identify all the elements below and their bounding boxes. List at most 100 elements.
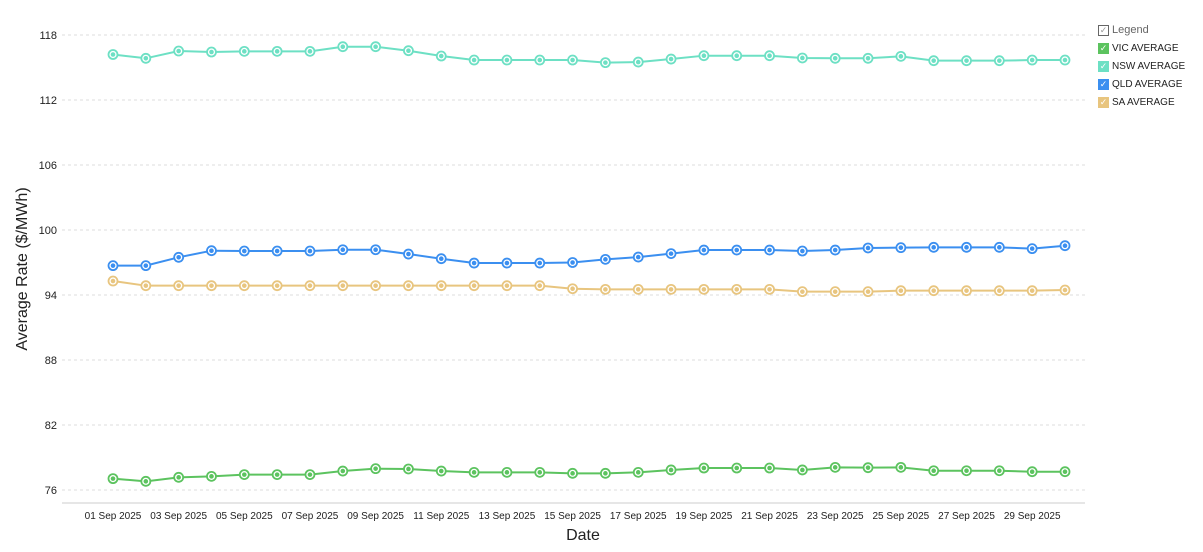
data-point[interactable] (829, 244, 841, 256)
data-point[interactable] (993, 285, 1005, 297)
data-point[interactable] (206, 280, 217, 292)
data-point[interactable] (501, 54, 513, 66)
data-point[interactable] (993, 241, 1005, 253)
data-point[interactable] (698, 244, 710, 256)
data-point[interactable] (862, 52, 874, 64)
data-point[interactable] (107, 473, 119, 485)
data-point[interactable] (1026, 466, 1038, 478)
data-point[interactable] (107, 49, 119, 60)
data-point[interactable] (632, 466, 644, 478)
data-point[interactable] (271, 45, 283, 57)
data-point[interactable] (534, 280, 546, 292)
data-point[interactable] (928, 55, 940, 67)
data-point[interactable] (173, 251, 185, 263)
data-point[interactable] (764, 283, 775, 295)
data-point[interactable] (435, 50, 447, 62)
data-point[interactable] (337, 41, 349, 53)
data-point[interactable] (632, 251, 644, 263)
data-point[interactable] (600, 57, 611, 69)
data-point[interactable] (665, 248, 677, 260)
data-point[interactable] (238, 469, 250, 481)
data-point[interactable] (928, 241, 940, 253)
data-point[interactable] (206, 245, 217, 257)
data-point[interactable] (468, 257, 480, 269)
data-point[interactable] (961, 241, 972, 253)
data-point[interactable] (435, 280, 447, 292)
data-point[interactable] (895, 50, 907, 62)
data-point[interactable] (731, 244, 743, 256)
data-point[interactable] (337, 280, 349, 292)
data-point[interactable] (632, 56, 644, 68)
data-point[interactable] (468, 466, 480, 478)
data-point[interactable] (1026, 285, 1038, 297)
checkbox-icon[interactable]: ✓ (1098, 96, 1109, 108)
data-point[interactable] (304, 245, 316, 257)
data-point[interactable] (468, 54, 480, 66)
data-point[interactable] (1026, 243, 1038, 255)
data-point[interactable] (534, 54, 546, 66)
data-point[interactable] (961, 285, 972, 297)
data-point[interactable] (895, 285, 907, 297)
data-point[interactable] (567, 257, 578, 268)
data-point[interactable] (961, 55, 972, 67)
data-point[interactable] (271, 469, 283, 481)
data-point[interactable] (501, 257, 513, 269)
data-point[interactable] (403, 248, 414, 260)
data-point[interactable] (238, 245, 250, 257)
data-point[interactable] (731, 50, 743, 62)
data-point[interactable] (698, 50, 710, 62)
legend-item[interactable]: ✓ NSW AVERAGE (1098, 57, 1185, 75)
legend-item[interactable]: ✓ QLD AVERAGE (1098, 75, 1185, 93)
data-point[interactable] (764, 462, 775, 474)
checkbox-icon[interactable]: ✓ (1098, 60, 1109, 72)
data-point[interactable] (140, 260, 152, 272)
data-point[interactable] (862, 242, 874, 254)
data-point[interactable] (107, 275, 119, 287)
data-point[interactable] (534, 466, 546, 478)
data-point[interactable] (796, 286, 808, 298)
data-point[interactable] (567, 467, 578, 479)
data-point[interactable] (862, 462, 874, 474)
data-point[interactable] (829, 286, 841, 298)
data-point[interactable] (600, 253, 611, 265)
data-point[interactable] (829, 461, 841, 473)
data-point[interactable] (435, 253, 447, 265)
data-point[interactable] (764, 244, 775, 256)
data-point[interactable] (1026, 54, 1038, 66)
data-point[interactable] (1059, 284, 1071, 296)
data-point[interactable] (567, 54, 578, 66)
data-point[interactable] (731, 283, 743, 295)
data-point[interactable] (895, 242, 907, 254)
data-point[interactable] (534, 257, 546, 269)
checkbox-icon[interactable]: ✓ (1098, 24, 1109, 36)
data-point[interactable] (304, 280, 316, 292)
data-point[interactable] (206, 46, 217, 58)
data-point[interactable] (206, 470, 217, 482)
data-point[interactable] (796, 464, 808, 476)
checkbox-icon[interactable]: ✓ (1098, 78, 1109, 90)
legend-toggle[interactable]: ✓ Legend (1098, 21, 1185, 39)
data-point[interactable] (107, 260, 119, 272)
data-point[interactable] (370, 280, 382, 292)
legend-item[interactable]: ✓ VIC AVERAGE (1098, 39, 1185, 57)
checkbox-icon[interactable]: ✓ (1098, 42, 1109, 54)
data-point[interactable] (632, 283, 644, 295)
data-point[interactable] (600, 467, 611, 479)
data-point[interactable] (304, 45, 316, 57)
data-point[interactable] (928, 285, 940, 297)
data-point[interactable] (993, 55, 1005, 67)
data-point[interactable] (403, 45, 414, 57)
data-point[interactable] (731, 462, 743, 474)
data-point[interactable] (271, 245, 283, 257)
data-point[interactable] (961, 465, 972, 477)
data-point[interactable] (140, 52, 152, 64)
data-point[interactable] (665, 53, 677, 65)
data-point[interactable] (337, 465, 349, 477)
data-point[interactable] (567, 283, 578, 295)
data-point[interactable] (271, 280, 283, 292)
data-point[interactable] (665, 283, 677, 295)
data-point[interactable] (993, 465, 1005, 477)
data-point[interactable] (796, 52, 808, 64)
data-point[interactable] (1059, 240, 1071, 252)
data-point[interactable] (370, 463, 382, 475)
